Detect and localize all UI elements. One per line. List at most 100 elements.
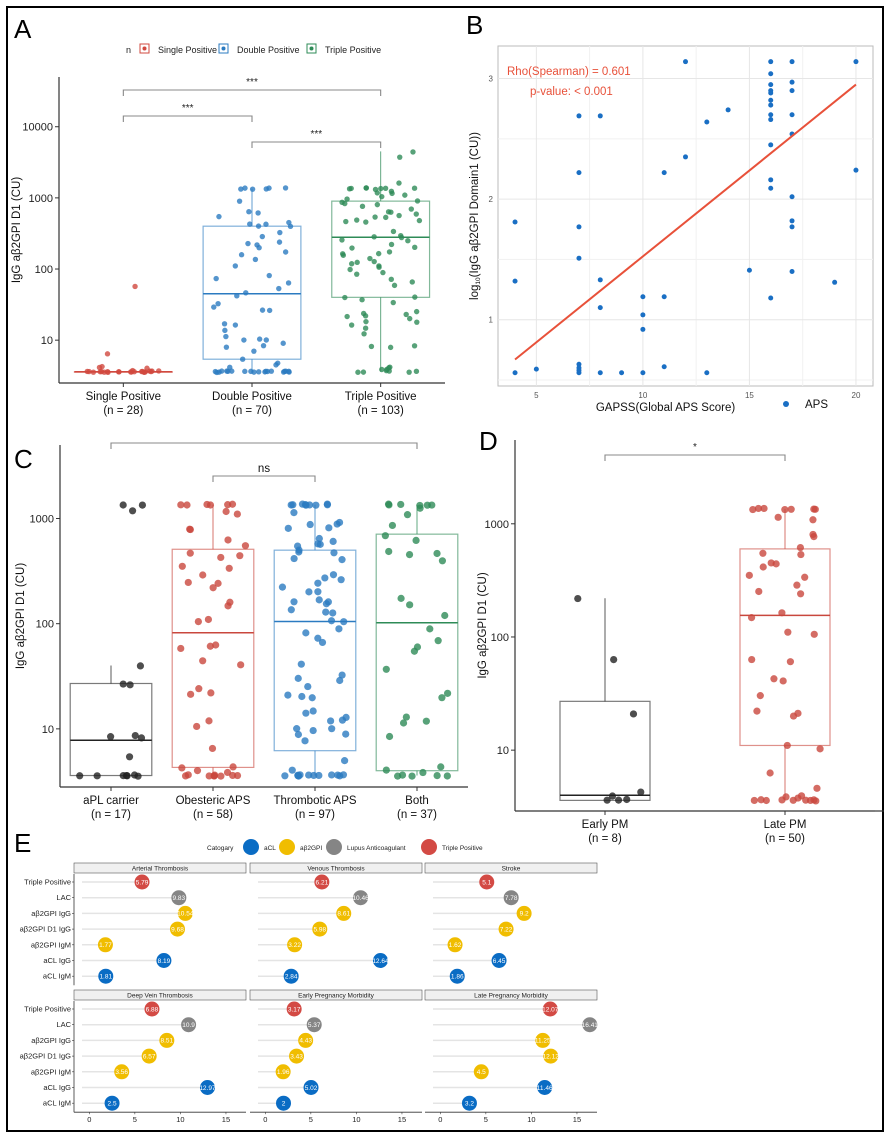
data-point <box>413 308 420 315</box>
significance-label: * <box>693 442 697 453</box>
data-point <box>413 368 420 375</box>
data-point <box>574 594 582 603</box>
data-point <box>397 500 405 509</box>
data-point <box>388 276 395 283</box>
x-tick-label: 15 <box>745 391 754 400</box>
data-point <box>407 315 413 322</box>
row-label: aβ2GPI IgM <box>31 940 71 949</box>
data-point <box>282 185 289 191</box>
data-point <box>237 661 245 669</box>
data-point <box>398 771 407 779</box>
data-point <box>329 537 337 545</box>
legend-label: aCL <box>264 845 276 852</box>
data-point <box>380 269 386 276</box>
x-tick-label: 20 <box>852 391 861 400</box>
lollipop-value-label: 10.54 <box>177 911 194 918</box>
y-axis-title: IgG aβ2GPI D1 (CU) <box>477 572 489 678</box>
data-point <box>327 617 336 625</box>
legend-key-dot <box>142 46 147 51</box>
data-point <box>136 662 145 670</box>
x-tick-label: 10 <box>176 1115 184 1124</box>
y-axis-title: IgG aβ2GPI D1 (CU) <box>11 177 23 283</box>
y-tick-label: 100 <box>35 264 53 276</box>
data-point <box>339 771 348 779</box>
data-point <box>224 501 232 509</box>
data-point <box>768 59 774 65</box>
data-point <box>341 757 349 765</box>
data-point <box>309 726 317 735</box>
data-point <box>412 536 420 545</box>
panel-b-scatter: 5 10 15 20 1 2 3 GAPSS(Global APS Score) log10(I… <box>469 45 874 414</box>
data-point <box>412 244 418 251</box>
box-iqr <box>331 200 431 298</box>
data-point <box>115 369 122 375</box>
data-point <box>414 319 420 325</box>
lollipop-value-label: 8.51 <box>160 1038 173 1045</box>
data-point <box>76 772 84 780</box>
data-point <box>178 562 186 570</box>
legend: Catogary aCL aβ2GPI Lupus Anticoagulant Trip… <box>207 839 483 855</box>
data-point <box>214 369 220 376</box>
data-point <box>388 209 394 215</box>
data-point <box>371 234 377 240</box>
data-point <box>348 322 355 328</box>
data-point <box>266 272 272 279</box>
data-point <box>810 532 818 541</box>
data-point <box>434 637 442 645</box>
data-point <box>753 707 761 715</box>
data-point <box>772 560 780 568</box>
data-point <box>139 368 146 375</box>
data-point <box>335 518 344 527</box>
data-point <box>597 113 603 119</box>
data-point <box>746 267 752 273</box>
box-iqr <box>202 225 302 360</box>
data-point <box>368 343 375 350</box>
x-tick-n-label: (n = 97) <box>295 809 335 821</box>
x-tick-n-label: (n = 103) <box>357 405 404 417</box>
lollipop-value-label: 5.37 <box>308 1022 321 1029</box>
annotation-rho: Rho(Spearman) = 0.601 <box>507 66 631 78</box>
data-point <box>768 295 774 301</box>
lollipop-dot <box>498 921 514 937</box>
lollipop-value-label: 4.43 <box>299 1038 312 1045</box>
data-point <box>339 237 345 243</box>
data-point <box>576 113 582 119</box>
data-point <box>397 594 405 602</box>
data-point <box>629 710 638 718</box>
data-point <box>406 369 412 375</box>
y-tick-label: 1 <box>489 316 494 325</box>
data-point <box>793 581 801 589</box>
data-point <box>433 772 441 780</box>
data-point <box>195 685 203 693</box>
data-point <box>725 107 731 113</box>
data-point <box>222 507 230 516</box>
y-tick-label: 10 <box>497 745 509 757</box>
data-point <box>512 219 518 225</box>
facet-strip <box>249 989 423 1001</box>
data-point <box>322 608 330 616</box>
data-point <box>280 369 287 375</box>
data-point <box>374 201 381 208</box>
panel-e-dotplot: Catogary aCL aβ2GPI Lupus Anticoagulant Trip… <box>20 839 598 1124</box>
data-point <box>382 185 389 191</box>
data-point <box>104 351 111 357</box>
x-tick-n-label: (n = 50) <box>765 833 805 845</box>
data-point <box>186 549 194 557</box>
data-point <box>255 223 262 229</box>
x-tick-label: aPL carrier <box>83 795 139 807</box>
lollipop-dot <box>447 937 463 953</box>
data-point <box>330 549 338 557</box>
data-point <box>396 180 402 186</box>
significance-bracket <box>122 89 382 96</box>
data-point <box>246 208 252 215</box>
data-point <box>426 625 434 633</box>
data-point <box>768 90 774 96</box>
data-point <box>402 192 408 198</box>
data-point <box>614 796 623 804</box>
lollipop-value-label: 5.98 <box>313 926 326 933</box>
data-point <box>290 554 298 563</box>
data-point <box>310 771 318 780</box>
lollipop-dot <box>181 1017 197 1033</box>
significance-bracket <box>604 454 786 461</box>
data-point <box>280 340 286 346</box>
